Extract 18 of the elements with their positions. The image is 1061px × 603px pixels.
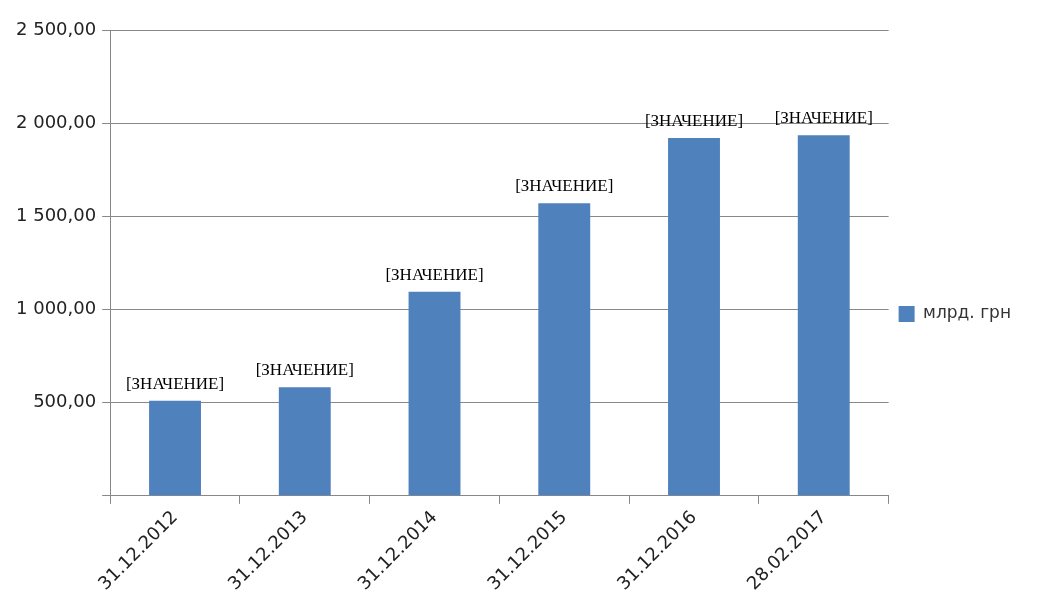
text: [ЗНАЧЕНИЕ] [774,108,873,128]
y-tick-label: 500,00 [33,390,97,412]
bar [538,203,591,496]
bar [278,387,331,496]
text: [ЗНАЧЕНИЕ] [255,360,354,380]
text: [ЗНАЧЕНИЕ] [385,264,484,284]
bar [149,400,201,496]
text: [ЗНАЧЕНИЕ] [125,373,225,393]
text: [ЗНАЧЕНИЕ] [644,111,744,131]
legend-label: млрд. грн [923,302,1012,323]
bar [797,135,850,496]
y-tick-label: 2 500,00 [16,17,97,39]
bar [408,291,461,496]
y-tick-label: 2 000,00 [16,110,97,132]
bar [668,138,720,496]
text: [ЗНАЧЕНИЕ] [515,176,614,196]
y-tick-label: 1 500,00 [16,204,97,226]
y-tick-label: 1 000,00 [16,297,97,319]
